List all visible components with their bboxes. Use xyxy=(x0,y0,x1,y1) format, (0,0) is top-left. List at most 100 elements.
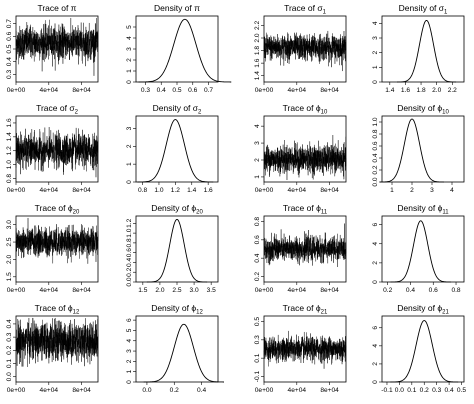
y-tick-label: 6 xyxy=(126,318,133,322)
title-subscript: 11 xyxy=(321,210,328,216)
x-tick-label: 0.2 xyxy=(420,387,429,394)
x-tick-label: 0e+00 xyxy=(255,387,274,394)
y-tick-label: 1 xyxy=(126,69,133,73)
y-tick-label: 6 xyxy=(372,222,379,226)
y-tick-label: 5 xyxy=(126,328,133,332)
density-curve xyxy=(143,323,225,383)
y-tick-label: 5 xyxy=(126,25,133,29)
y-tick-label: 0.0 xyxy=(6,372,13,381)
title-subscript: 12 xyxy=(196,310,203,316)
y-tick-label: 4 xyxy=(372,242,379,246)
x-tick-label: 4e+04 xyxy=(40,87,59,94)
plot-frame xyxy=(381,215,465,283)
trace-line xyxy=(15,317,99,367)
panel-title: Trace of ϕ21 xyxy=(283,303,328,316)
y-tick-label: 1 xyxy=(372,65,379,69)
y-tick-label: 0 xyxy=(126,380,133,384)
x-tick-label: 2.2 xyxy=(448,87,457,94)
title-symbol: ϕ xyxy=(316,203,321,213)
x-tick-label: 3.5 xyxy=(207,287,216,294)
x-tick-label: 0.5 xyxy=(457,387,466,394)
title-subscript: 1 xyxy=(444,10,448,16)
title-text: Density of xyxy=(399,3,439,13)
y-tick-label: 1.6 xyxy=(254,58,261,67)
title-symbol: σ xyxy=(193,103,199,113)
title-symbol: ϕ xyxy=(316,303,321,313)
title-text: Trace of xyxy=(283,203,316,213)
title-subscript: 21 xyxy=(321,310,328,316)
y-tick-label: 1.0 xyxy=(372,117,379,126)
panel-density: Density of ϕ10 1 2 3 4 0.0 0.2 0.4 0.6 0.8 1.0 xyxy=(372,103,465,194)
y-tick-label: 0.0 xyxy=(372,177,379,186)
y-tick-label: 2 xyxy=(126,359,133,363)
panel-title: Density of σ1 xyxy=(399,3,448,16)
plot-frame xyxy=(381,115,465,183)
title-symbol: ϕ xyxy=(68,203,73,213)
x-tick-label: 0.2 xyxy=(383,287,392,294)
density-curve xyxy=(380,118,444,183)
x-tick-label: 8e+04 xyxy=(72,287,91,294)
y-tick-label: 0.1 xyxy=(254,353,261,362)
x-tick-label: 1 xyxy=(390,187,394,194)
y-tick-label: 1.0 xyxy=(6,160,13,169)
y-tick-label: 3 xyxy=(372,36,379,40)
y-tick-label: 0.4 xyxy=(6,319,13,328)
panel-title: Density of ϕ11 xyxy=(397,203,449,216)
y-tick-label: 0.2 xyxy=(6,345,13,354)
x-tick-label: 4e+04 xyxy=(40,187,59,194)
x-tick-label: 0e+00 xyxy=(7,387,26,394)
y-tick-label: 0.6 xyxy=(254,235,261,244)
title-text: Trace of xyxy=(35,203,68,213)
title-subscript: 21 xyxy=(442,310,449,316)
title-symbol: ϕ xyxy=(191,203,196,213)
x-tick-label: 4e+04 xyxy=(288,287,307,294)
x-tick-label: 0.0 xyxy=(395,387,404,394)
plot-frame xyxy=(381,15,465,83)
y-tick-label: 0.5 xyxy=(6,44,13,53)
y-tick-label: 1 xyxy=(126,370,133,374)
title-symbol: ϕ xyxy=(191,303,196,313)
panel-title: Density of ϕ20 xyxy=(151,203,203,216)
y-tick-label: 4 xyxy=(372,21,379,25)
x-tick-label: 3 xyxy=(430,187,434,194)
x-tick-label: 3.0 xyxy=(189,287,198,294)
y-tick-label: 1.2 xyxy=(126,218,133,227)
title-subscript: 10 xyxy=(442,110,449,116)
y-tick-label: 2.0 xyxy=(6,255,13,264)
density-curve xyxy=(390,220,451,283)
y-tick-label: 0.5 xyxy=(254,317,261,326)
y-tick-label: 0.3 xyxy=(6,332,13,341)
x-tick-label: 0.0 xyxy=(142,387,151,394)
y-tick-label: 4 xyxy=(254,124,261,128)
y-tick-label: 0.8 xyxy=(6,174,13,183)
x-tick-label: 8e+04 xyxy=(320,187,339,194)
y-tick-label: 4 xyxy=(372,344,379,348)
x-tick-label: 2.5 xyxy=(172,287,181,294)
trace-line xyxy=(15,217,99,264)
y-tick-label: 3 xyxy=(254,141,261,145)
title-symbol: σ xyxy=(317,3,323,13)
panel-title: Density of ϕ10 xyxy=(397,103,449,116)
title-symbol: σ xyxy=(439,3,445,13)
y-tick-label: 3 xyxy=(126,349,133,353)
x-tick-label: 0e+00 xyxy=(7,287,26,294)
y-tick-label: 2.0 xyxy=(254,33,261,42)
x-tick-label: 8e+04 xyxy=(72,187,91,194)
y-tick-label: 0.4 xyxy=(126,258,133,267)
title-subscript: 12 xyxy=(73,310,80,316)
y-tick-label: 3.0 xyxy=(6,220,13,229)
x-tick-label: 0.6 xyxy=(429,287,438,294)
title-subscript: 10 xyxy=(321,110,328,116)
panel-trace: Trace of ϕ20 0e+00 4e+04 8e+04 1.5 2.0 2.5 3.0 xyxy=(6,203,99,294)
title-symbol: ϕ xyxy=(68,303,73,313)
y-tick-label: 0.8 xyxy=(254,217,261,226)
y-tick-label: 0.2 xyxy=(126,267,133,276)
x-tick-label: 4e+04 xyxy=(288,387,307,394)
y-tick-label: 0.2 xyxy=(254,272,261,281)
panel-density: Density of π 0.3 0.4 0.5 0.6 0.7 0 1 2 3 4 5 xyxy=(126,3,232,94)
trace-line xyxy=(263,223,347,268)
x-tick-label: 2 xyxy=(410,187,414,194)
x-tick-label: 0.3 xyxy=(141,87,150,94)
